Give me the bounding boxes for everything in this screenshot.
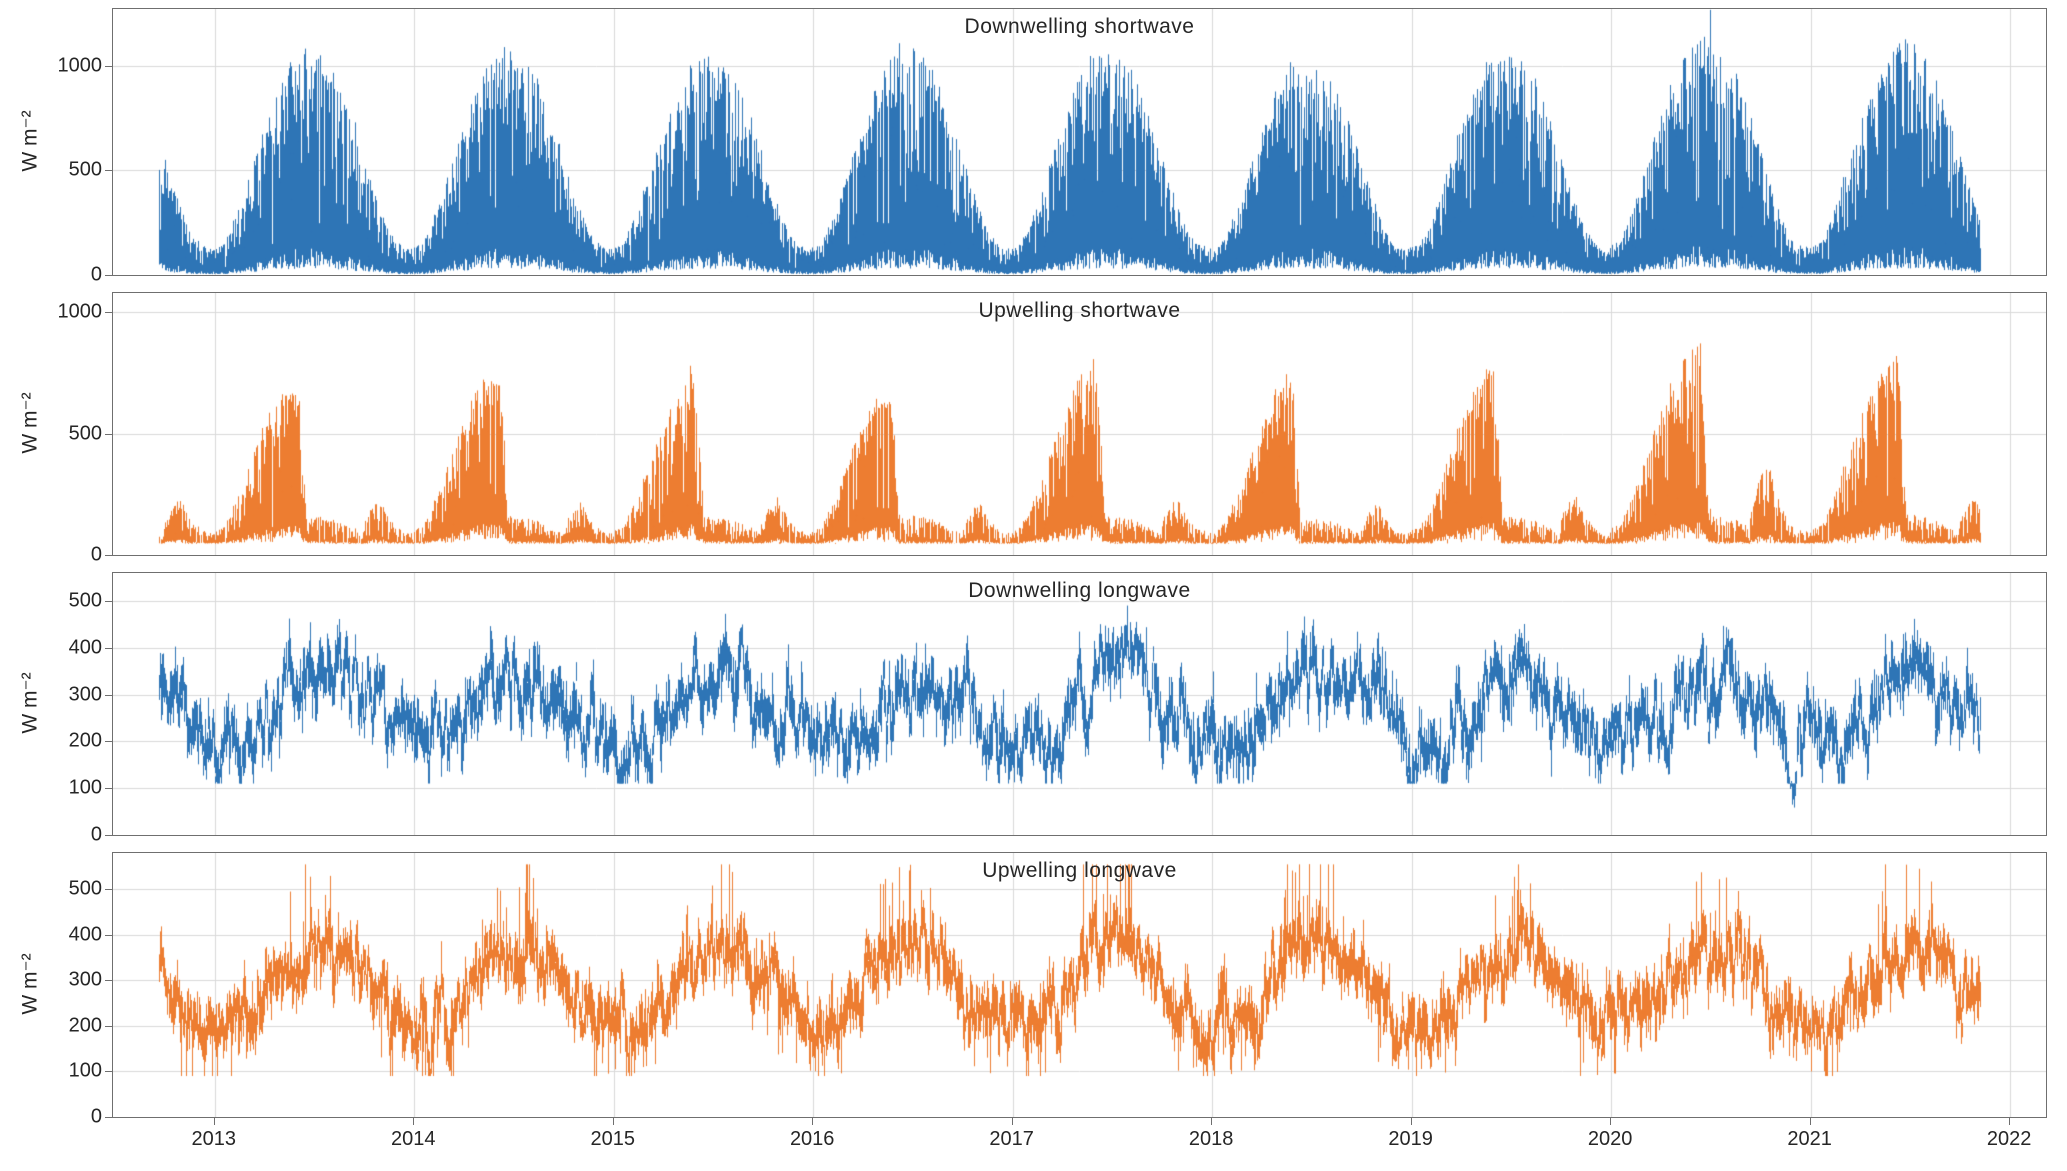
y-tick-label: 500 bbox=[68, 158, 102, 181]
x-tick-label-year: 2014 bbox=[390, 1128, 436, 1150]
x-tick-label-year: 2013 bbox=[191, 1128, 236, 1150]
x-tick-label-year: 2016 bbox=[789, 1128, 835, 1150]
y-tick-mark bbox=[105, 695, 112, 696]
x-tick-mark bbox=[214, 1118, 215, 1125]
y-tick-label: 300 bbox=[68, 683, 102, 706]
y-tick-label: 0 bbox=[90, 543, 102, 566]
y-tick-mark bbox=[105, 980, 112, 981]
x-tick-label-year: 2015 bbox=[590, 1128, 635, 1150]
x-tick-mark bbox=[613, 1118, 614, 1125]
y-tick-label: 0 bbox=[90, 263, 102, 286]
panel-upwelling-shortwave: Upwelling shortwave bbox=[112, 292, 2047, 556]
x-tick-mark bbox=[2009, 1118, 2010, 1125]
y-tick-label: 400 bbox=[68, 636, 102, 659]
y-tick-label: 500 bbox=[68, 877, 102, 900]
y-tick-mark bbox=[105, 741, 112, 742]
y-tick-label: 200 bbox=[68, 1014, 102, 1037]
panel-upwelling-longwave: Upwelling longwave bbox=[112, 852, 2047, 1118]
panel-title-upwelling-longwave: Upwelling longwave bbox=[982, 859, 1177, 882]
y-tick-mark bbox=[105, 935, 112, 936]
y-tick-mark bbox=[105, 648, 112, 649]
y-tick-mark bbox=[105, 66, 112, 67]
panel-title-downwelling-longwave: Downwelling longwave bbox=[968, 579, 1191, 602]
panel-downwelling-longwave: Downwelling longwave bbox=[112, 572, 2047, 836]
y-tick-label: 1000 bbox=[57, 54, 103, 77]
chart-canvas-downwelling-shortwave bbox=[113, 9, 2046, 275]
y-tick-mark bbox=[105, 889, 112, 890]
y-tick-mark bbox=[105, 1117, 112, 1118]
y-tick-label: 500 bbox=[68, 422, 102, 445]
y-tick-mark bbox=[105, 788, 112, 789]
chart-canvas-downwelling-longwave bbox=[113, 573, 2046, 835]
y-tick-label: 500 bbox=[68, 589, 102, 612]
y-tick-label: 400 bbox=[68, 923, 102, 946]
x-tick-mark bbox=[1411, 1118, 1412, 1125]
x-tick-label-year: 2018 bbox=[1188, 1128, 1234, 1150]
y-tick-label: 0 bbox=[90, 1105, 102, 1128]
y-tick-mark bbox=[105, 434, 112, 435]
x-tick-label-year: 2017 bbox=[989, 1128, 1034, 1150]
y-tick-mark bbox=[105, 835, 112, 836]
x-tick-mark bbox=[1012, 1118, 1013, 1125]
x-tick-label-year: 2021 bbox=[1787, 1128, 1832, 1150]
panel-title-downwelling-shortwave: Downwelling shortwave bbox=[964, 15, 1195, 38]
y-tick-mark bbox=[105, 1071, 112, 1072]
x-tick-mark bbox=[812, 1118, 813, 1125]
y-tick-label: 100 bbox=[68, 1059, 102, 1082]
chart-canvas-upwelling-shortwave bbox=[113, 293, 2046, 555]
y-tick-mark bbox=[105, 555, 112, 556]
y-tick-label: 200 bbox=[68, 729, 102, 752]
panel-downwelling-shortwave: Downwelling shortwave bbox=[112, 8, 2047, 276]
panel-title-upwelling-shortwave: Upwelling shortwave bbox=[978, 299, 1181, 322]
chart-canvas-upwelling-longwave bbox=[113, 853, 2046, 1117]
y-tick-label: 1000 bbox=[57, 300, 103, 323]
x-tick-label-year: 2019 bbox=[1388, 1128, 1433, 1150]
x-tick-mark bbox=[1810, 1118, 1811, 1125]
x-tick-mark bbox=[1211, 1118, 1212, 1125]
y-tick-label: 300 bbox=[68, 968, 102, 991]
x-tick-mark bbox=[1610, 1118, 1611, 1125]
x-tick-label-year: 2022 bbox=[1986, 1128, 2032, 1150]
y-tick-label: 100 bbox=[68, 776, 102, 799]
y-tick-mark bbox=[105, 1026, 112, 1027]
x-tick-mark bbox=[413, 1118, 414, 1125]
y-tick-mark bbox=[105, 170, 112, 171]
x-tick-label-year: 2020 bbox=[1587, 1128, 1633, 1150]
y-tick-mark bbox=[105, 275, 112, 276]
y-tick-mark bbox=[105, 312, 112, 313]
y-tick-label: 0 bbox=[90, 823, 102, 846]
y-tick-mark bbox=[105, 601, 112, 602]
